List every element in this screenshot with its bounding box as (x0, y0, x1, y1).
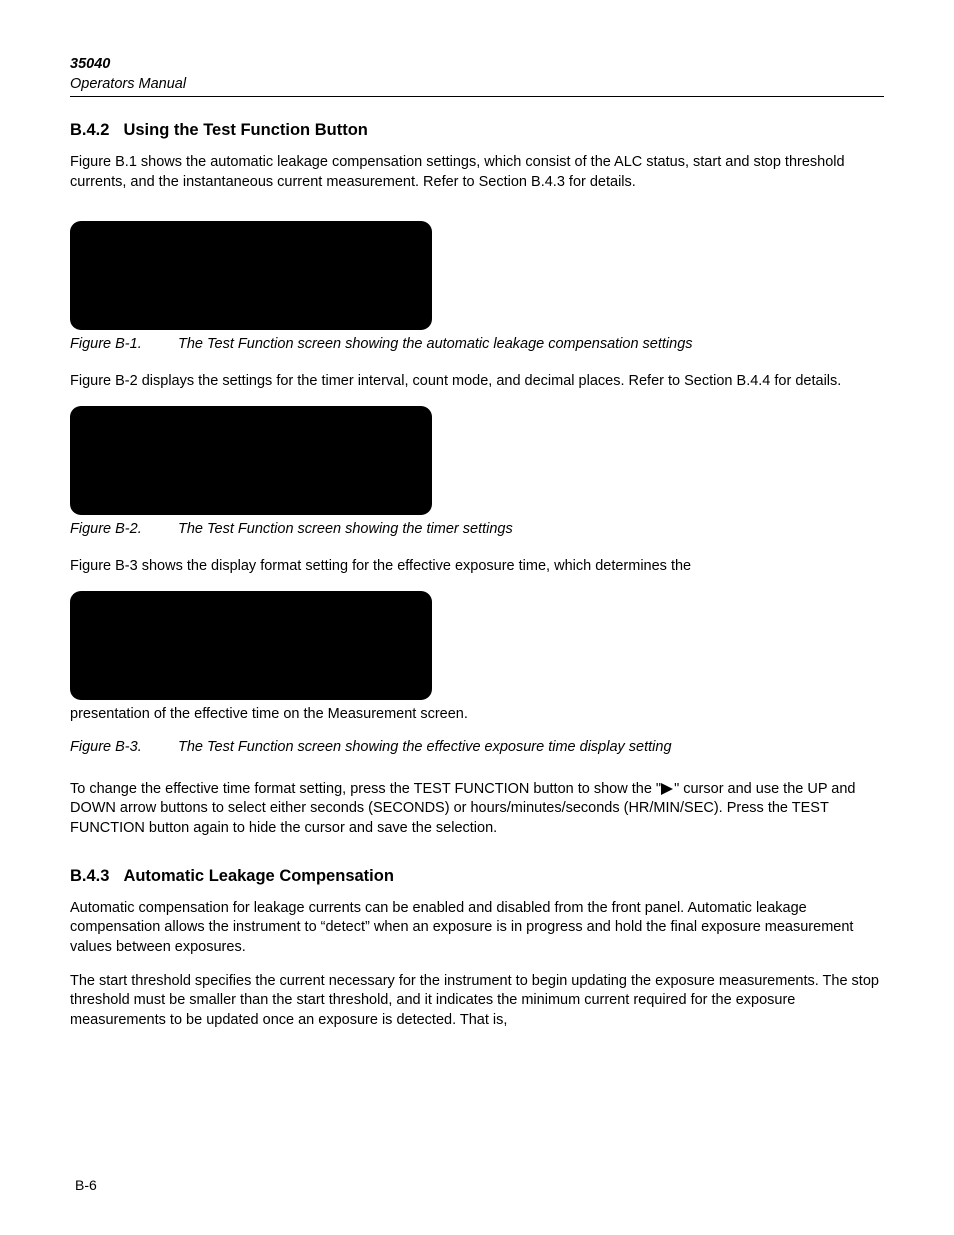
figure-number: Figure B-3. (70, 738, 178, 758)
figure-number: Figure B-1. (70, 335, 178, 355)
section-heading-b43: B.4.3 Automatic Leakage Compensation (70, 865, 884, 887)
play-cursor-icon (661, 783, 674, 795)
figure-number: Figure B-2. (70, 520, 178, 540)
paragraph-text-pre: To change the effective time format sett… (70, 781, 661, 797)
figure-caption-text: The Test Function screen showing the eff… (178, 739, 672, 755)
header-subtitle: Operators Manual (70, 75, 884, 95)
figure-caption: Figure B-2.The Test Function screen show… (70, 520, 884, 540)
page-number: B-6 (75, 1176, 97, 1195)
section-title: Automatic Leakage Compensation (123, 867, 393, 885)
figure-b2-screenshot (70, 406, 432, 515)
paragraph-with-icon: To change the effective time format sett… (70, 780, 884, 839)
figure-caption: Figure B-3.The Test Function screen show… (70, 738, 884, 758)
paragraph: presentation of the effective time on th… (70, 705, 884, 725)
header-model-number: 35040 (70, 55, 884, 75)
paragraph: Figure B.1 shows the automatic leakage c… (70, 153, 884, 192)
section-number: B.4.3 (70, 867, 109, 885)
figure-b3-screenshot (70, 591, 432, 700)
figure-caption-text: The Test Function screen showing the aut… (178, 336, 693, 352)
figure-b1-screenshot (70, 221, 432, 330)
figure-caption-text: The Test Function screen showing the tim… (178, 521, 513, 537)
paragraph: Automatic compensation for leakage curre… (70, 899, 884, 958)
paragraph: The start threshold specifies the curren… (70, 972, 884, 1031)
section-title: Using the Test Function Button (123, 121, 367, 139)
paragraph: Figure B-3 shows the display format sett… (70, 557, 884, 577)
paragraph: Figure B-2 displays the settings for the… (70, 372, 884, 392)
header-rule (70, 96, 884, 97)
section-heading-b42: B.4.2 Using the Test Function Button (70, 119, 884, 141)
figure-caption: Figure B-1.The Test Function screen show… (70, 335, 884, 355)
page-header: 35040 Operators Manual (70, 55, 884, 94)
section-number: B.4.2 (70, 121, 109, 139)
